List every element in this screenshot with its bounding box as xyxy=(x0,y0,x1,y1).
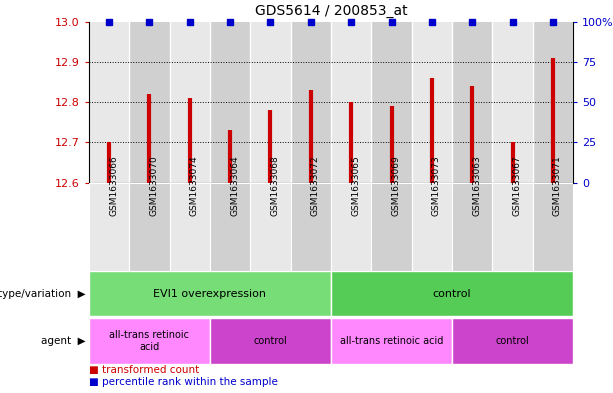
Bar xyxy=(250,183,291,271)
Bar xyxy=(331,22,371,183)
Text: GSM1633065: GSM1633065 xyxy=(351,155,360,216)
Bar xyxy=(492,183,533,271)
Bar xyxy=(89,183,129,271)
Bar xyxy=(533,22,573,183)
Text: GSM1633066: GSM1633066 xyxy=(109,155,118,216)
Bar xyxy=(291,183,331,271)
Text: GSM1633063: GSM1633063 xyxy=(472,155,481,216)
Text: ■ percentile rank within the sample: ■ percentile rank within the sample xyxy=(89,377,278,387)
Bar xyxy=(170,22,210,183)
Text: control: control xyxy=(433,289,471,299)
Bar xyxy=(452,183,492,271)
Bar xyxy=(452,318,573,364)
Text: GSM1633067: GSM1633067 xyxy=(512,155,522,216)
Text: control: control xyxy=(254,336,287,346)
Text: GSM1633071: GSM1633071 xyxy=(553,155,562,216)
Bar xyxy=(331,271,573,316)
Bar xyxy=(492,22,533,183)
Bar xyxy=(250,22,291,183)
Bar xyxy=(412,22,452,183)
Text: all-trans retinoic acid: all-trans retinoic acid xyxy=(340,336,443,346)
Title: GDS5614 / 200853_at: GDS5614 / 200853_at xyxy=(255,4,407,18)
Text: GSM1633072: GSM1633072 xyxy=(311,155,320,216)
Text: GSM1633070: GSM1633070 xyxy=(150,155,158,216)
Bar xyxy=(89,22,129,183)
Bar xyxy=(331,183,371,271)
Bar xyxy=(331,318,452,364)
Bar xyxy=(533,183,573,271)
Bar xyxy=(210,183,250,271)
Text: agent  ▶: agent ▶ xyxy=(41,336,86,346)
Bar xyxy=(89,271,331,316)
Text: GSM1633074: GSM1633074 xyxy=(190,155,199,216)
Text: all-trans retinoic
acid: all-trans retinoic acid xyxy=(109,330,189,352)
Bar xyxy=(371,183,412,271)
Bar xyxy=(89,318,210,364)
Text: GSM1633064: GSM1633064 xyxy=(230,155,239,216)
Bar xyxy=(291,22,331,183)
Bar xyxy=(170,183,210,271)
Bar xyxy=(129,183,170,271)
Text: GSM1633069: GSM1633069 xyxy=(392,155,400,216)
Text: GSM1633068: GSM1633068 xyxy=(270,155,280,216)
Text: GSM1633073: GSM1633073 xyxy=(432,155,441,216)
Bar xyxy=(210,318,331,364)
Bar xyxy=(129,22,170,183)
Bar xyxy=(371,22,412,183)
Text: EVI1 overexpression: EVI1 overexpression xyxy=(153,289,267,299)
Text: control: control xyxy=(496,336,530,346)
Text: genotype/variation  ▶: genotype/variation ▶ xyxy=(0,289,86,299)
Text: ■ transformed count: ■ transformed count xyxy=(89,365,199,375)
Bar xyxy=(412,183,452,271)
Bar xyxy=(210,22,250,183)
Bar xyxy=(452,22,492,183)
